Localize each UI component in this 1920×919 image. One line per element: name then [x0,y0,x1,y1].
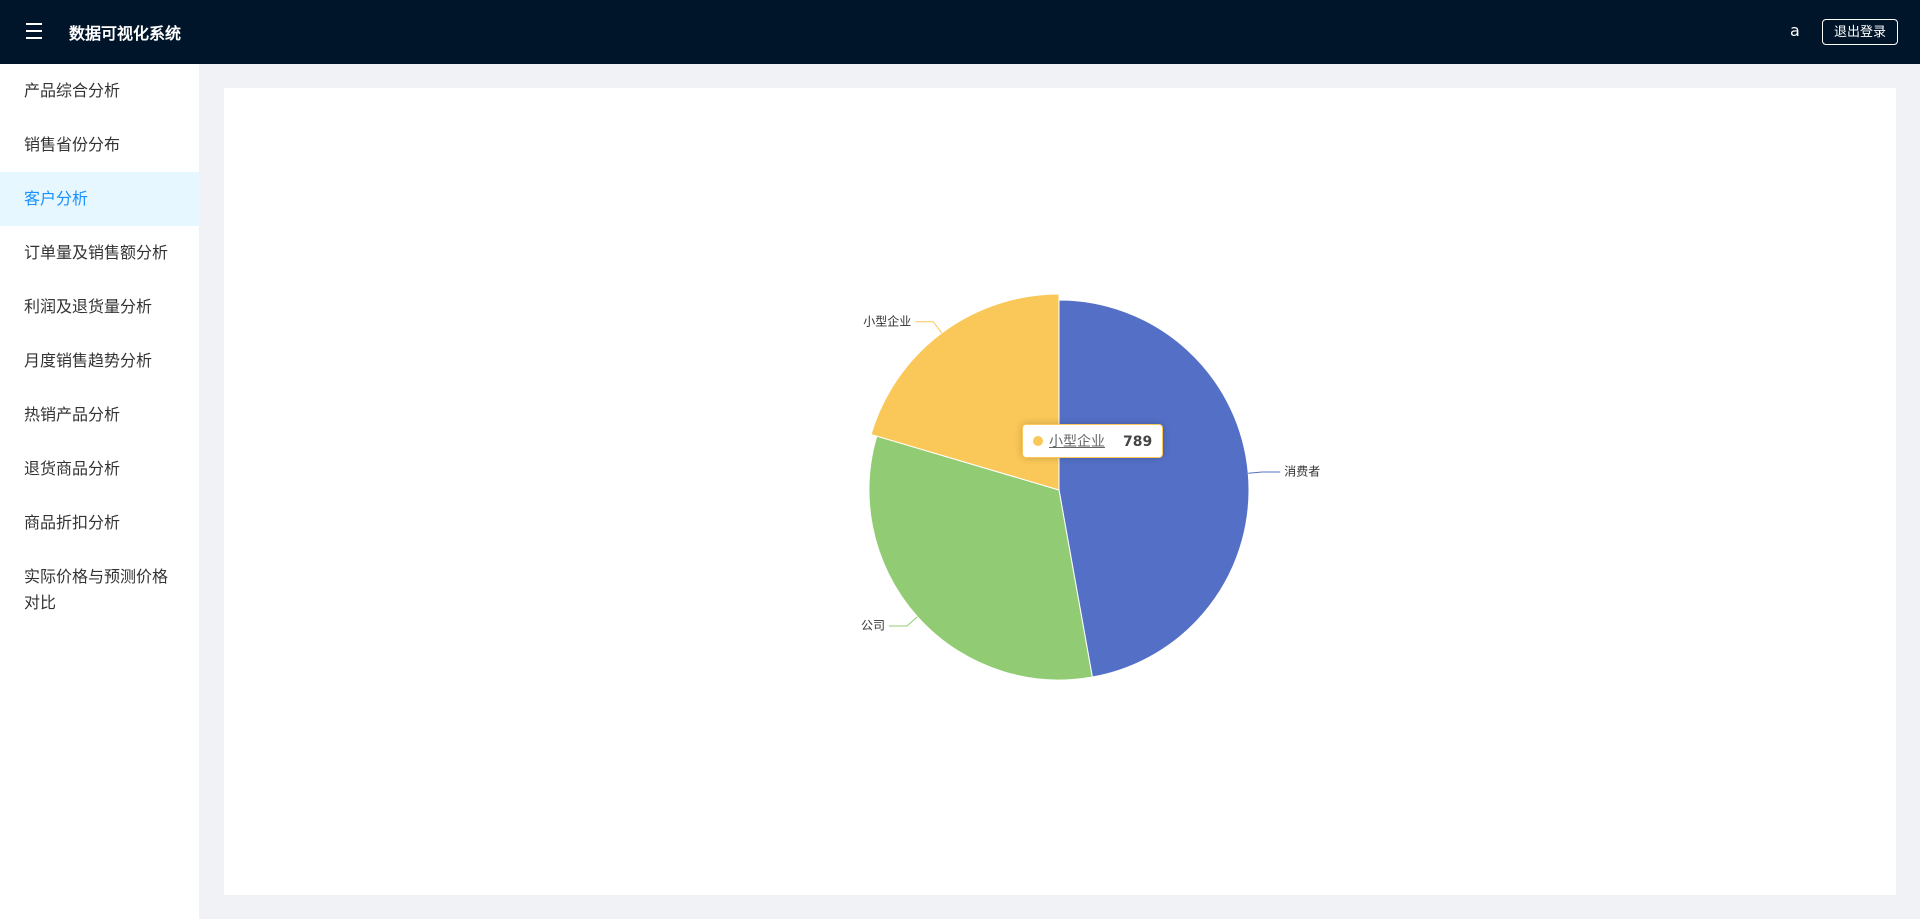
app-title: 数据可视化系统 [69,24,182,43]
user-name: a [1790,21,1800,40]
menu-item[interactable]: 实际价格与预测价格对比 [24,567,169,612]
label-line [1248,471,1281,474]
pie-slice [1058,299,1250,678]
menu-item[interactable]: 热销产品分析 [24,405,121,424]
tooltip-label: 小型企业 [1049,434,1105,450]
tooltip: 小型企业 789 [1022,424,1164,458]
label-line [915,321,943,334]
menu-toggle[interactable] [26,23,42,39]
pie-slice [870,293,1060,491]
menu-item[interactable]: 退货商品分析 [24,459,121,478]
menu-item[interactable]: 销售省份分布 [24,135,121,154]
menu-item[interactable]: 利润及退货量分析 [24,297,153,316]
menu-item[interactable]: 订单量及销售额分析 [24,243,169,262]
slice-label: 小型企业 [863,313,911,328]
slice-label: 公司 [861,619,885,633]
menu-item[interactable]: 客户分析 [0,172,199,226]
slice-label: 消费者 [1284,465,1320,479]
menu-item[interactable]: 商品折扣分析 [24,513,121,532]
label-line [888,616,918,627]
menu-item[interactable]: 月度销售趋势分析 [24,351,153,370]
sidebar: 产品综合分析 销售省份分布客户分析订单量及销售额分析 利润及退货量分析 月度销售趋势分… [0,64,199,919]
menu-item[interactable]: 产品综合分析 [24,81,121,100]
tooltip-value: 789 [1123,434,1153,450]
logout-button[interactable]: 退出登录 [1822,19,1898,45]
header: 数据可视化系统 a 退出登录 [0,0,1920,64]
